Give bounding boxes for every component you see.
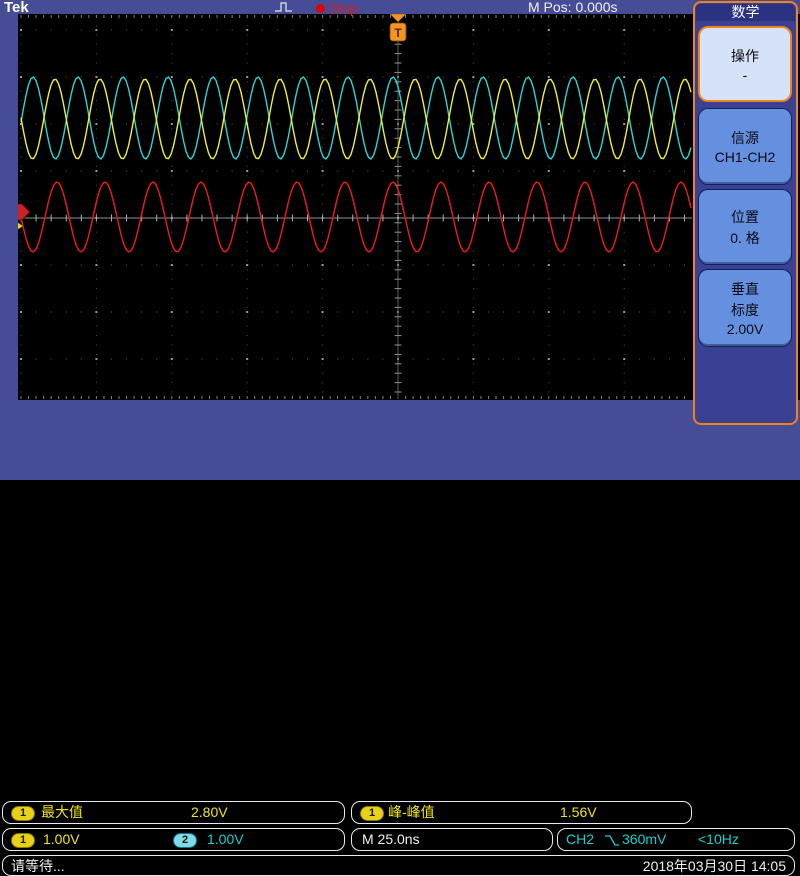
horizontal-position-readout: M Pos: 0.000s — [528, 0, 618, 15]
measurement-pkpk-box: 1 峰-峰值 1.56V — [351, 801, 692, 824]
acquisition-status: Stop — [316, 0, 358, 16]
trigger-source: CH2 — [566, 831, 595, 847]
softkey-operation-value: - — [742, 66, 748, 83]
math-menu-panel: 数学 操作 - 信源 CH1-CH2 位置 0. 格 垂直 标度 2.00V — [693, 1, 798, 425]
channel-1-badge: 1 — [11, 806, 35, 821]
waveform-display: T M — [2, 13, 693, 400]
softkey-vertical-scale[interactable]: 垂直 标度 2.00V — [698, 269, 792, 347]
softkey-source[interactable]: 信源 CH1-CH2 — [698, 108, 792, 185]
status-message-box: 请等待... 2018年03月30日 14:05 — [2, 855, 795, 876]
softkey-source-value: CH1-CH2 — [714, 149, 776, 165]
waveform-traces — [20, 76, 692, 253]
trigger-flag-label: T — [394, 26, 402, 40]
channel-1-badge: 1 — [360, 806, 384, 821]
softkey-position-value: 0. 格 — [730, 229, 760, 246]
record-dot-icon — [316, 3, 325, 13]
softkey-vscale-label1: 垂直 — [731, 281, 759, 297]
softkey-source-label: 信源 — [731, 130, 759, 146]
readout-region: 1 最大值 2.80V 1 峰-峰值 1.56V 1 1.00V 2 1.00V… — [0, 400, 800, 876]
acquisition-status-label: Stop — [329, 0, 358, 16]
falling-edge-icon — [605, 835, 619, 846]
softkey-position-label: 位置 — [731, 208, 759, 225]
trace-math — [20, 181, 692, 253]
trigger-level: 360mV — [622, 831, 667, 847]
measurement-max-box: 1 最大值 2.80V — [2, 801, 345, 824]
softkey-vscale-label2: 标度 — [731, 302, 759, 318]
menu-title: 数学 — [696, 4, 795, 21]
trigger-position-marker: T — [389, 13, 407, 42]
ch1-scale-value: 1.00V — [43, 831, 80, 847]
trigger-readout-box: CH2 360mV <10Hz — [557, 828, 795, 851]
softkey-vscale-value: 2.00V — [726, 321, 764, 337]
channel-1-badge: 1 — [11, 833, 35, 848]
channel-2-badge: 2 — [173, 833, 197, 848]
measurement-max-value: 2.80V — [191, 804, 228, 820]
graticule-background — [18, 14, 693, 400]
channel-scale-box: 1 1.00V 2 1.00V — [2, 828, 345, 851]
date-time: 2018年03月30日 14:05 — [642, 857, 786, 874]
timebase-value: M 25.0ns — [362, 831, 420, 847]
softkey-operation-label: 操作 — [731, 47, 759, 64]
measurement-max-label: 最大值 — [41, 804, 83, 820]
left-bezel-strip — [0, 14, 18, 400]
brand-logo: Tek — [4, 0, 29, 16]
trigger-pulse-icon — [275, 2, 292, 12]
softkey-operation[interactable]: 操作 - — [698, 26, 792, 102]
graticule-grid — [20, 14, 692, 399]
measurement-pkpk-value: 1.56V — [560, 804, 597, 820]
trace-ch2 — [20, 76, 692, 160]
timebase-box: M 25.0ns — [351, 828, 553, 851]
softkey-position[interactable]: 位置 0. 格 — [698, 189, 792, 265]
status-message: 请等待... — [11, 857, 65, 874]
trigger-frequency: <10Hz — [698, 831, 739, 847]
trace-ch1 — [20, 78, 692, 160]
measurement-pkpk-label: 峰-峰值 — [388, 804, 435, 820]
ch2-scale-value: 1.00V — [207, 831, 244, 847]
top-status-bar: Tek Stop M Pos: 0.000s — [0, 0, 800, 16]
